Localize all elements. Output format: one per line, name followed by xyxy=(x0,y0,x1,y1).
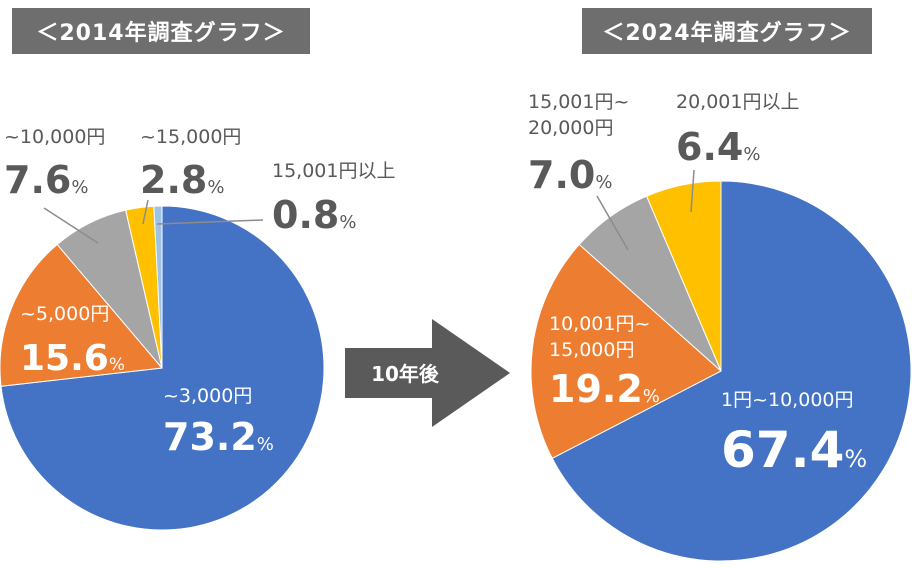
slice-value: 0.8% xyxy=(272,193,356,237)
pie-slice xyxy=(530,243,722,459)
leader-line xyxy=(156,219,264,225)
slice-value: 15.6% xyxy=(20,338,125,379)
pie-slice xyxy=(153,205,163,369)
slice-value: 6.4% xyxy=(676,125,760,169)
slice-label: ~15,000円 xyxy=(140,126,241,148)
slice-label: 15,001円~ xyxy=(528,91,629,113)
pie-2024: 1円~10,000円 67.4% 10,001円~ 15,000円 19.2% 15,00… xyxy=(528,91,912,562)
arrow-shape xyxy=(345,319,510,427)
slice-label: 1円~10,000円 xyxy=(721,389,854,411)
pie-slice xyxy=(645,180,722,372)
chart-title-2014: ＜2014年調査グラフ＞ xyxy=(12,8,310,54)
slice-label: ~3,000円 xyxy=(163,385,252,407)
arrow-10-years: 10年後 xyxy=(345,319,510,427)
pie-slice xyxy=(551,180,912,562)
slice-value: 67.4% xyxy=(721,421,867,479)
slice-value: 2.8% xyxy=(140,158,224,202)
leader-line xyxy=(596,195,629,251)
slice-value: 7.0% xyxy=(528,153,612,197)
pie-2014: ~3,000円 73.2% ~5,000円 15.6% ~10,000円 7.6% ~15,… xyxy=(0,126,395,531)
slice-label: ~5,000円 xyxy=(20,303,109,325)
leader-line xyxy=(690,169,695,213)
leader-line xyxy=(43,207,99,244)
leader-line xyxy=(142,199,149,225)
slice-label: 20,000円 xyxy=(528,117,613,139)
slice-label: 15,000円 xyxy=(549,339,634,361)
slice-value: 7.6% xyxy=(4,158,88,202)
arrow-label: 10年後 xyxy=(371,362,440,386)
slice-label: 15,001円以上 xyxy=(272,160,395,182)
slice-value: 19.2% xyxy=(549,367,660,411)
slice-label: 10,001円~ xyxy=(549,313,650,335)
slice-value: 73.2% xyxy=(163,415,274,459)
slice-label: ~10,000円 xyxy=(4,126,105,148)
slice-label: 20,001円以上 xyxy=(676,91,799,113)
pie-slice xyxy=(0,243,163,387)
chart-title-2024: ＜2024年調査グラフ＞ xyxy=(582,8,872,54)
